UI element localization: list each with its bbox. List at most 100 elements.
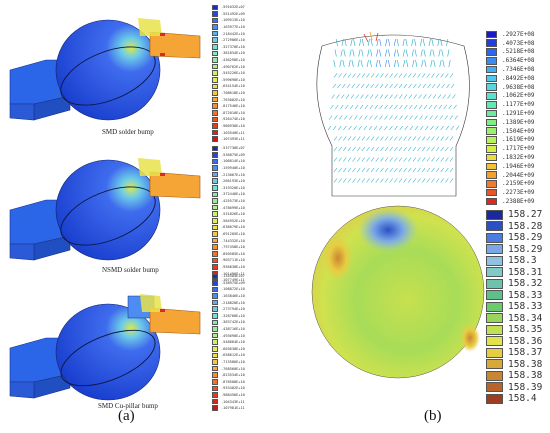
vector-arrow [449,136,454,141]
vector-arrow [385,49,388,57]
vector-arrow [328,115,333,120]
legend-swatch [486,278,503,289]
vector-arrow [358,49,361,57]
vector-arrow [427,94,432,99]
vector-arrow [408,83,412,89]
legend-entry: 158.29 [486,244,542,256]
legend-swatch [486,127,497,135]
vector-arrow [449,146,454,152]
vector-arrow [418,94,422,99]
legend-swatch [212,77,218,83]
legend-entry: 158.35 [486,324,542,336]
vector-arrow [435,146,440,152]
vector-arrow [366,146,370,152]
vector-arrow [394,157,398,162]
vector-arrow [333,157,338,162]
vector-arrow [333,136,338,141]
vector-arrow [344,104,349,110]
vector-arrow [407,73,412,78]
legend-value: .536875E+09 [221,152,245,157]
legend-value: .2044E+09 [502,171,535,179]
legend-entry: .2388E+09 [486,197,535,206]
legend-value: .744332E+10 [221,238,245,243]
legend-value: .1946E+09 [502,162,535,170]
vector-arrow [333,146,338,152]
legend-swatch [212,257,218,264]
vector-arrow [398,73,403,78]
legend-value: 158.29 [508,232,543,244]
legend-swatch [486,290,503,301]
vector-arrow [389,104,393,110]
legend-entry: .159940E+10 [212,165,245,172]
vector-arrow [370,73,375,78]
vector-arrow [436,83,441,89]
vector-arrow [394,136,398,141]
legend-swatch [212,326,218,332]
vector-arrow [426,73,431,78]
vector-arrow [425,125,429,131]
vector-arrow [369,59,372,68]
vector-arrow [413,83,417,89]
legend-swatch [486,255,503,266]
legend-value: .1504E+09 [502,127,535,135]
legend-value: .691205E+10 [221,232,245,237]
vector-arrow [423,104,428,110]
vector-arrow [367,38,370,47]
legend-entry: .1062E+09 [486,92,535,101]
vector-arrow [405,49,408,57]
legend-value: .134584E+07 [221,274,245,279]
vector-arrow [455,125,460,131]
legend-value: .272906E+10 [221,38,245,43]
vector-arrow [349,49,352,57]
legend-value: .584952E+10 [221,218,245,223]
vector-arrow [431,136,435,141]
vector-arrow [432,49,435,57]
vector-arrow [367,49,370,57]
legend-entry: .872010E+10 [212,110,245,117]
legend-swatch [212,372,218,378]
legend-swatch [212,152,218,158]
vector-arrow [398,157,403,162]
vector-arrow [437,38,440,47]
vector-arrow [437,94,442,99]
vector-arrow [357,59,360,68]
vector-arrow [426,167,431,173]
legend-value: .266193E+10 [221,179,245,184]
vector-arrow [398,146,403,152]
vector-arrow [374,104,378,110]
legend-swatch [212,171,218,178]
vector-field-plot [316,31,470,197]
legend-swatch [212,211,218,218]
vector-arrow [420,49,423,57]
legend-swatch [486,267,503,278]
legend-value: .107981E+11 [221,406,245,411]
vector-arrow [360,83,365,89]
vector-arrow [337,83,341,89]
vector-arrow [411,49,414,57]
vector-arrow [448,59,451,68]
vector-arrow [389,146,393,152]
legend-value: .537738E+07 [221,146,245,151]
caption-smd-solder-bump: SMD solder bump [102,128,154,136]
vector-arrow [356,146,361,152]
vector-arrow [384,125,388,131]
vector-arrow [338,167,342,173]
legend-entry: .537738E+07 [212,145,245,152]
legend-entry: .926474E+10 [212,116,245,123]
vector-arrow [365,94,369,99]
vector-arrow [407,167,412,173]
panel-b-label: (b) [424,408,442,424]
vector-arrow [412,146,417,152]
vector-arrow [399,115,403,120]
vector-arrow [366,136,370,141]
legend-value: .708618E+10 [221,91,245,96]
legend-entry: .1946E+09 [486,162,535,171]
legend-swatch [212,379,218,385]
vector-arrow [379,94,384,99]
vector-arrow [435,125,439,131]
vector-arrow [452,94,456,99]
vector-arrow [374,115,378,120]
legend-entry: .823534E+10 [212,372,245,379]
legend-value: 158.33 [508,301,543,313]
vector-arrow [356,136,361,141]
